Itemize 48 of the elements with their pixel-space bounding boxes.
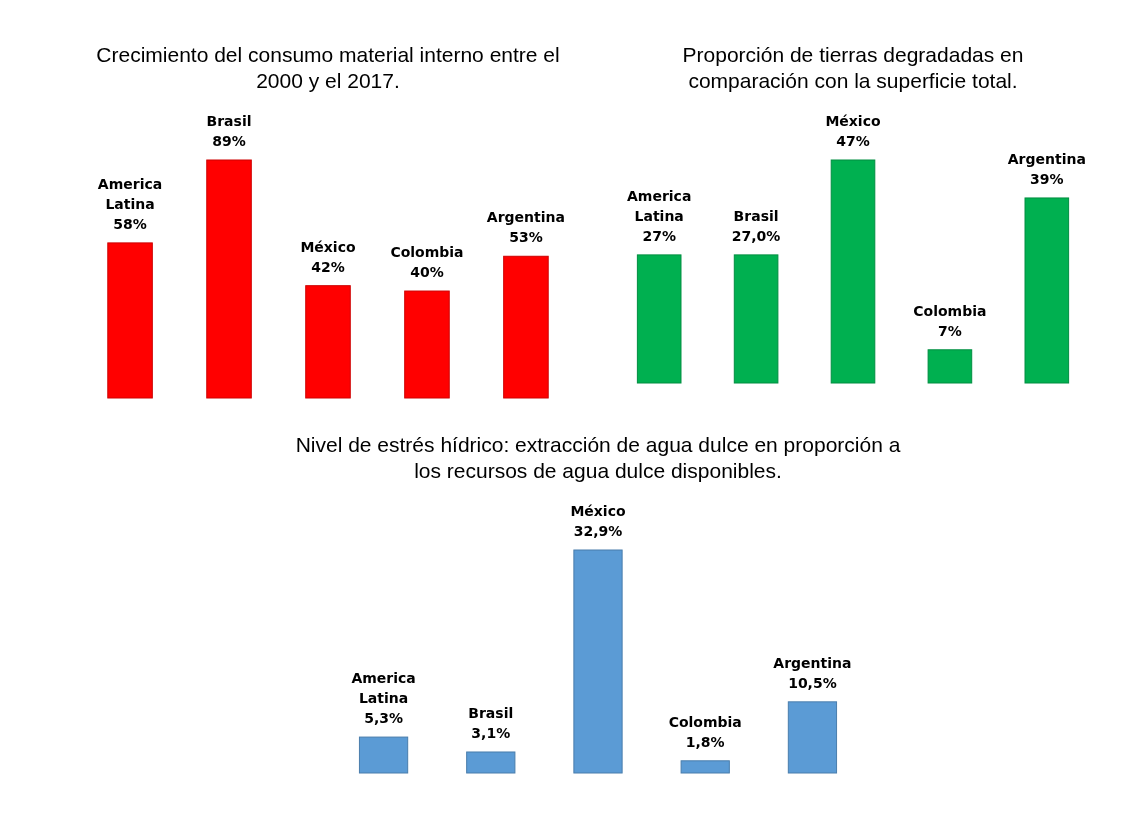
data-label: 27,0% (731, 227, 781, 244)
bar (206, 159, 252, 399)
bar (503, 255, 549, 399)
x-tick-label: America Latina (351, 670, 416, 707)
bar (358, 736, 409, 774)
bar (733, 254, 779, 384)
bar (305, 285, 351, 399)
x-tick-label: America Latina (97, 175, 163, 212)
data-label: 47% (836, 133, 870, 149)
chart-title: Crecimiento del consumo material interno entre el 2000 y el 2017. (96, 43, 560, 92)
x-tick-label: México (825, 113, 881, 129)
data-label: 89% (212, 133, 246, 149)
bar (787, 701, 838, 774)
data-label: 53% (509, 229, 543, 246)
data-label: 40% (410, 264, 444, 281)
bar (927, 349, 973, 384)
data-label: 3,1% (471, 724, 511, 741)
data-label: 7% (938, 322, 962, 339)
x-tick-label: Argentina (773, 654, 852, 671)
x-tick-label: México (300, 238, 356, 255)
x-tick-label: Argentina (486, 209, 566, 226)
chart-title: Proporción de tierras degradadas en comparación con la superficie total. (682, 43, 1024, 92)
x-tick-label: México (570, 503, 626, 519)
data-label: 10,5% (788, 674, 837, 691)
bar (107, 242, 153, 399)
x-tick-label: Colombia (668, 713, 742, 730)
chart-title: Nivel de estrés hídrico: extracción de agua dulce en proporción a los recursos de agua dulce disponibles. (295, 433, 901, 482)
bar (573, 549, 623, 774)
data-label: 58% (113, 215, 147, 232)
data-label: 5,3% (364, 710, 403, 727)
data-label: 32,9% (573, 523, 623, 539)
x-tick-label: Colombia (390, 244, 464, 261)
bar (1024, 197, 1070, 384)
x-tick-label: Brasil (206, 113, 252, 129)
bar (830, 159, 876, 384)
data-label: 39% (1030, 170, 1064, 187)
data-label: 42% (311, 258, 345, 275)
x-tick-label: America Latina (627, 187, 692, 224)
data-label: 1,8% (685, 733, 725, 750)
x-tick-label: Colombia (913, 302, 987, 319)
x-tick-label: Brasil (468, 704, 514, 721)
x-tick-label: Brasil (733, 207, 779, 224)
x-tick-label: Argentina (1007, 150, 1086, 167)
bar (680, 760, 730, 774)
bar (466, 751, 516, 774)
bar (636, 254, 682, 384)
bar (404, 290, 450, 399)
data-label: 27% (642, 227, 676, 244)
